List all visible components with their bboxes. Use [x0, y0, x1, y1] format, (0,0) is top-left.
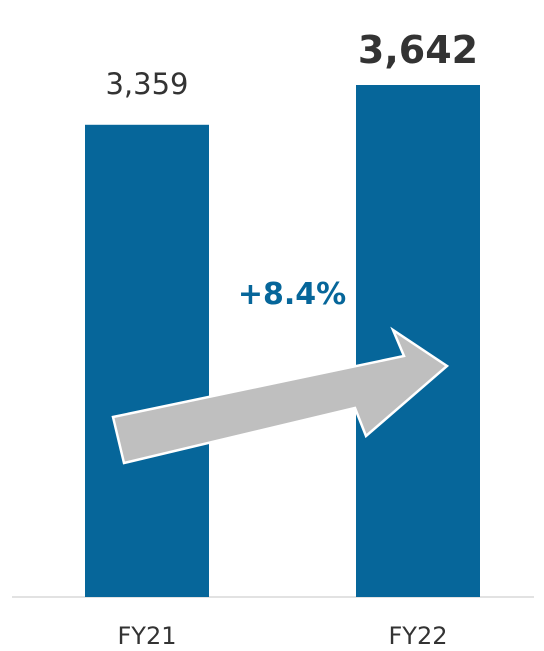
bar-fy22 [356, 85, 480, 597]
value-label-group: 3,359 3,642 [105, 28, 478, 101]
bar-group [85, 85, 480, 598]
growth-arrow-icon [111, 326, 450, 465]
category-label-fy22: FY22 [388, 622, 447, 650]
value-label-fy21: 3,359 [105, 67, 188, 101]
value-label-fy22: 3,642 [358, 28, 478, 72]
bar-fy21 [85, 124, 209, 598]
category-label-group: FY21 FY22 [117, 622, 447, 650]
category-label-fy21: FY21 [117, 622, 176, 650]
growth-annotation: +8.4% [238, 277, 346, 312]
